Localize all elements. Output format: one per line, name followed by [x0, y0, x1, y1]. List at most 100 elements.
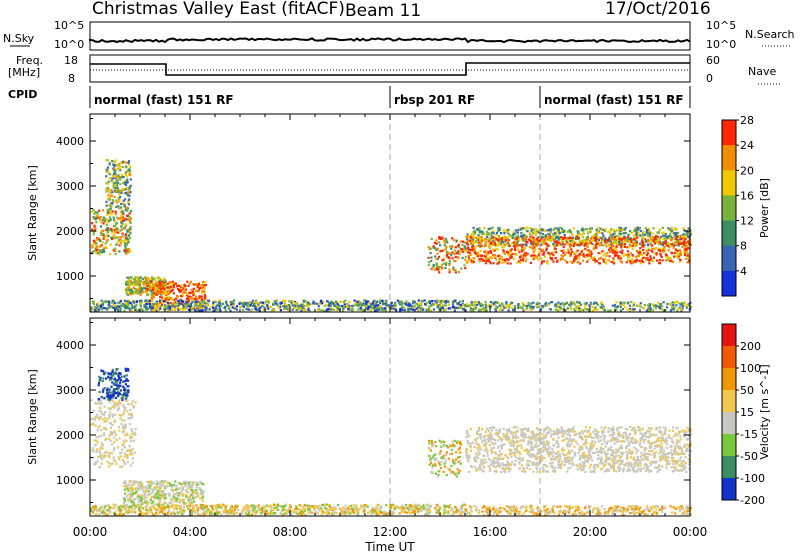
radar-cell	[147, 501, 150, 504]
radar-cell	[185, 301, 188, 304]
radar-cell	[174, 303, 177, 306]
radar-cell	[101, 396, 104, 399]
radar-cell	[107, 407, 110, 410]
radar-cell	[108, 413, 111, 417]
radar-cell	[422, 308, 425, 311]
radar-cell	[125, 396, 128, 399]
radar-cell	[99, 410, 102, 413]
radar-cell	[183, 289, 186, 292]
radar-cell	[569, 305, 572, 308]
radar-cell	[244, 302, 247, 305]
radar-cell	[124, 223, 128, 226]
radar-cell	[471, 232, 474, 235]
radar-cell	[254, 308, 257, 311]
radar-cell	[140, 484, 143, 487]
radar-cell	[637, 228, 640, 231]
radar-cell	[640, 257, 643, 260]
radar-cell	[135, 283, 138, 286]
radar-cell	[119, 455, 122, 458]
radar-cell	[480, 255, 483, 258]
radar-cell	[610, 244, 614, 247]
radar-cell	[524, 252, 527, 255]
radar-cell	[685, 249, 689, 252]
radar-cell	[384, 302, 387, 305]
radar-cell	[357, 301, 360, 304]
radar-cell	[487, 243, 491, 247]
radar-cell	[161, 302, 164, 305]
radar-cell	[235, 308, 238, 311]
radar-cell	[587, 249, 590, 252]
radar-cell	[671, 237, 674, 240]
radar-cell	[575, 255, 578, 258]
radar-cell	[619, 309, 622, 312]
radar-cell	[92, 300, 95, 303]
radar-cell	[169, 281, 172, 284]
radar-cell	[444, 300, 447, 303]
radar-cell	[203, 296, 206, 299]
radar-cell	[452, 266, 455, 269]
radar-cell	[142, 494, 145, 497]
radar-cell	[525, 235, 528, 238]
radar-cell	[609, 240, 613, 243]
radar-cell	[119, 379, 123, 382]
radar-cell	[560, 236, 563, 239]
radar-cell	[551, 258, 554, 261]
radar-cell	[658, 247, 661, 250]
radar-cell	[204, 504, 207, 507]
radar-cell	[125, 495, 128, 498]
radar-cell	[631, 261, 634, 264]
radar-cell	[98, 216, 101, 219]
radar-cell	[529, 306, 532, 310]
radar-cell	[552, 260, 555, 263]
radar-cell	[120, 419, 123, 422]
radar-cell	[600, 302, 603, 305]
radar-cell	[145, 281, 148, 284]
radar-cell	[121, 209, 124, 212]
radar-cell	[478, 236, 481, 240]
radar-cell	[107, 235, 110, 238]
radar-cell	[118, 167, 122, 170]
radar-cell	[125, 170, 128, 174]
radar-cell	[638, 242, 642, 245]
radar-cell	[97, 401, 100, 404]
radar-cell	[530, 228, 534, 231]
radar-cell	[381, 299, 384, 302]
radar-cell	[440, 249, 443, 252]
radar-cell	[642, 237, 645, 240]
radar-cell	[447, 252, 451, 255]
radar-cell	[569, 307, 573, 310]
radar-cell	[626, 246, 629, 249]
radar-cell	[531, 307, 534, 310]
radar-cell	[420, 309, 423, 312]
radar-cell	[461, 240, 464, 243]
radar-cell	[461, 256, 464, 259]
radar-cell	[333, 304, 336, 307]
radar-cell	[525, 240, 529, 244]
radar-cell	[336, 307, 339, 310]
radar-cell	[687, 231, 690, 234]
radar-cell	[151, 288, 154, 291]
radar-cell	[653, 240, 656, 243]
radar-cell	[340, 305, 343, 308]
radar-cell	[453, 253, 456, 256]
radar-cell	[593, 258, 596, 261]
radar-cell	[261, 305, 264, 308]
radar-cell	[124, 218, 127, 221]
radar-cell	[118, 244, 121, 247]
radar-cell	[583, 302, 586, 305]
radar-cell	[291, 308, 294, 311]
radar-cell	[146, 292, 149, 295]
radar-cell	[638, 227, 642, 230]
radar-cell	[494, 301, 497, 304]
radar-cell	[182, 482, 185, 485]
radar-cell	[494, 256, 497, 259]
radar-cell	[676, 235, 679, 238]
radar-cell	[164, 480, 167, 483]
radar-cell	[132, 502, 135, 505]
beam-label: Beam 11	[345, 1, 421, 21]
radar-cell	[114, 169, 117, 172]
radar-cell	[94, 463, 97, 466]
radar-cell	[522, 249, 525, 252]
radar-cell	[553, 241, 556, 244]
radar-cell	[563, 229, 566, 232]
